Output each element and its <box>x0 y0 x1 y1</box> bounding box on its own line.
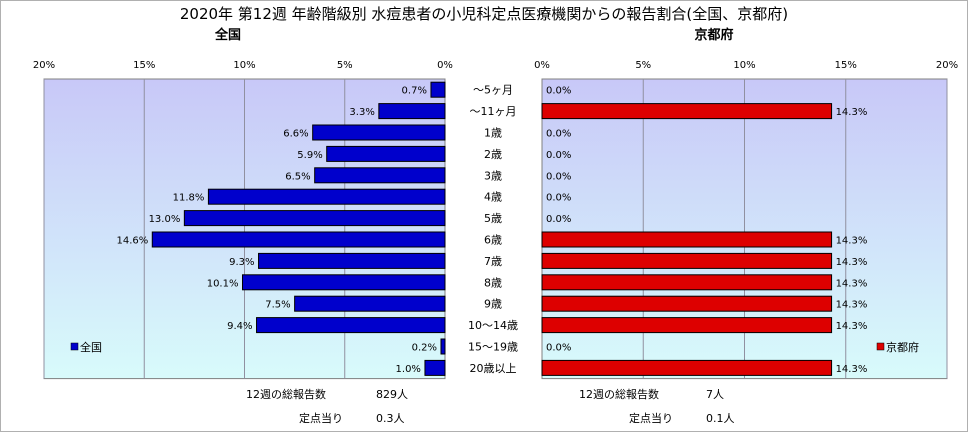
left-tick-label: 0% <box>437 60 453 71</box>
right-data-label: 14.3% <box>836 364 868 375</box>
right-data-label: 0.0% <box>546 86 571 97</box>
left-data-label: 7.5% <box>265 300 290 311</box>
right-legend-swatch <box>876 342 885 351</box>
left-data-label: 14.6% <box>116 236 148 247</box>
right-data-label: 14.3% <box>836 236 868 247</box>
left-bar <box>241 274 446 291</box>
category-label: 20歳以上 <box>470 362 517 375</box>
right-data-label: 14.3% <box>836 107 868 118</box>
left-footer: 12週の総報告数 829人 定点当り 0.3人 <box>246 387 408 425</box>
category-label: ～5ヶ月 <box>473 84 513 97</box>
left-subtitle: 全国 <box>214 27 241 43</box>
right-total-value: 7人 <box>706 388 724 401</box>
right-tick-label: 15% <box>835 60 857 71</box>
right-per-label: 定点当り <box>629 411 673 425</box>
left-tick-label: 10% <box>233 60 255 71</box>
left-bar <box>326 145 446 162</box>
left-legend-swatch <box>70 342 79 351</box>
left-bar <box>151 231 446 248</box>
category-label: 15～19歳 <box>468 341 518 354</box>
right-tick-label: 20% <box>936 60 958 71</box>
category-label: 10～14歳 <box>468 319 518 332</box>
left-bar <box>430 81 446 98</box>
left-bar <box>183 210 446 227</box>
right-tick-label: 10% <box>733 60 755 71</box>
left-data-label: 6.6% <box>283 129 308 140</box>
right-legend-label: 京都府 <box>886 340 919 354</box>
category-label: 2歳 <box>484 148 502 161</box>
category-label: 3歳 <box>484 169 502 182</box>
left-bar <box>256 317 446 334</box>
left-data-label: 0.2% <box>412 343 437 354</box>
chart-title: 2020年 第12週 年齢階級別 水痘患者の小児科定点医療機関からの報告割合(全… <box>180 5 788 23</box>
category-label: 7歳 <box>484 255 502 268</box>
left-total-label: 12週の総報告数 <box>246 387 326 401</box>
category-label: 5歳 <box>484 212 502 225</box>
left-data-label: 5.9% <box>297 150 322 161</box>
category-label: 4歳 <box>484 191 502 204</box>
right-bar <box>541 103 833 120</box>
left-tick-label: 15% <box>133 60 155 71</box>
right-tick-label: 0% <box>534 60 550 71</box>
right-subtitle: 京都府 <box>694 27 733 43</box>
left-data-label: 10.1% <box>207 278 239 289</box>
left-data-label: 3.3% <box>349 107 374 118</box>
left-data-label: 9.4% <box>227 321 252 332</box>
left-per-label: 定点当り <box>299 411 343 425</box>
right-tick-label: 5% <box>635 60 651 71</box>
right-data-label: 0.0% <box>546 129 571 140</box>
right-bar <box>541 317 833 334</box>
right-data-label: 0.0% <box>546 214 571 225</box>
left-bar <box>424 359 446 376</box>
right-data-label: 0.0% <box>546 171 571 182</box>
right-bar <box>541 359 833 376</box>
right-total-label: 12週の総報告数 <box>579 387 659 401</box>
category-label: 9歳 <box>484 298 502 311</box>
category-label: ～11ヶ月 <box>470 105 517 118</box>
left-data-label: 0.7% <box>402 86 427 97</box>
category-label: 8歳 <box>484 276 502 289</box>
left-total-value: 829人 <box>376 388 408 401</box>
category-label: 1歳 <box>484 127 502 140</box>
left-tick-label: 20% <box>33 60 55 71</box>
left-bar <box>312 124 446 141</box>
right-bar <box>541 252 833 269</box>
right-data-label: 0.0% <box>546 343 571 354</box>
right-bar <box>541 231 833 248</box>
left-tick-label: 5% <box>337 60 353 71</box>
left-data-label: 6.5% <box>285 171 310 182</box>
right-data-label: 14.3% <box>836 257 868 268</box>
left-bar <box>314 167 446 184</box>
right-data-label: 0.0% <box>546 193 571 204</box>
left-data-label: 13.0% <box>149 214 181 225</box>
left-data-label: 9.3% <box>229 257 254 268</box>
right-bar <box>541 295 833 312</box>
right-data-label: 14.3% <box>836 278 868 289</box>
category-label: 6歳 <box>484 234 502 247</box>
left-bar <box>378 103 446 120</box>
left-data-label: 1.0% <box>396 364 421 375</box>
right-per-value: 0.1人 <box>706 412 735 425</box>
right-data-label: 14.3% <box>836 300 868 311</box>
left-bar <box>294 295 446 312</box>
left-bar <box>258 252 446 269</box>
right-data-label: 0.0% <box>546 150 571 161</box>
right-data-label: 14.3% <box>836 321 868 332</box>
left-bar <box>440 338 446 355</box>
left-bar <box>207 188 446 205</box>
right-footer: 12週の総報告数 7人 定点当り 0.1人 <box>579 387 735 425</box>
left-data-label: 11.8% <box>173 193 205 204</box>
left-per-value: 0.3人 <box>376 412 405 425</box>
right-bar <box>541 274 833 291</box>
left-legend-label: 全国 <box>80 340 102 354</box>
